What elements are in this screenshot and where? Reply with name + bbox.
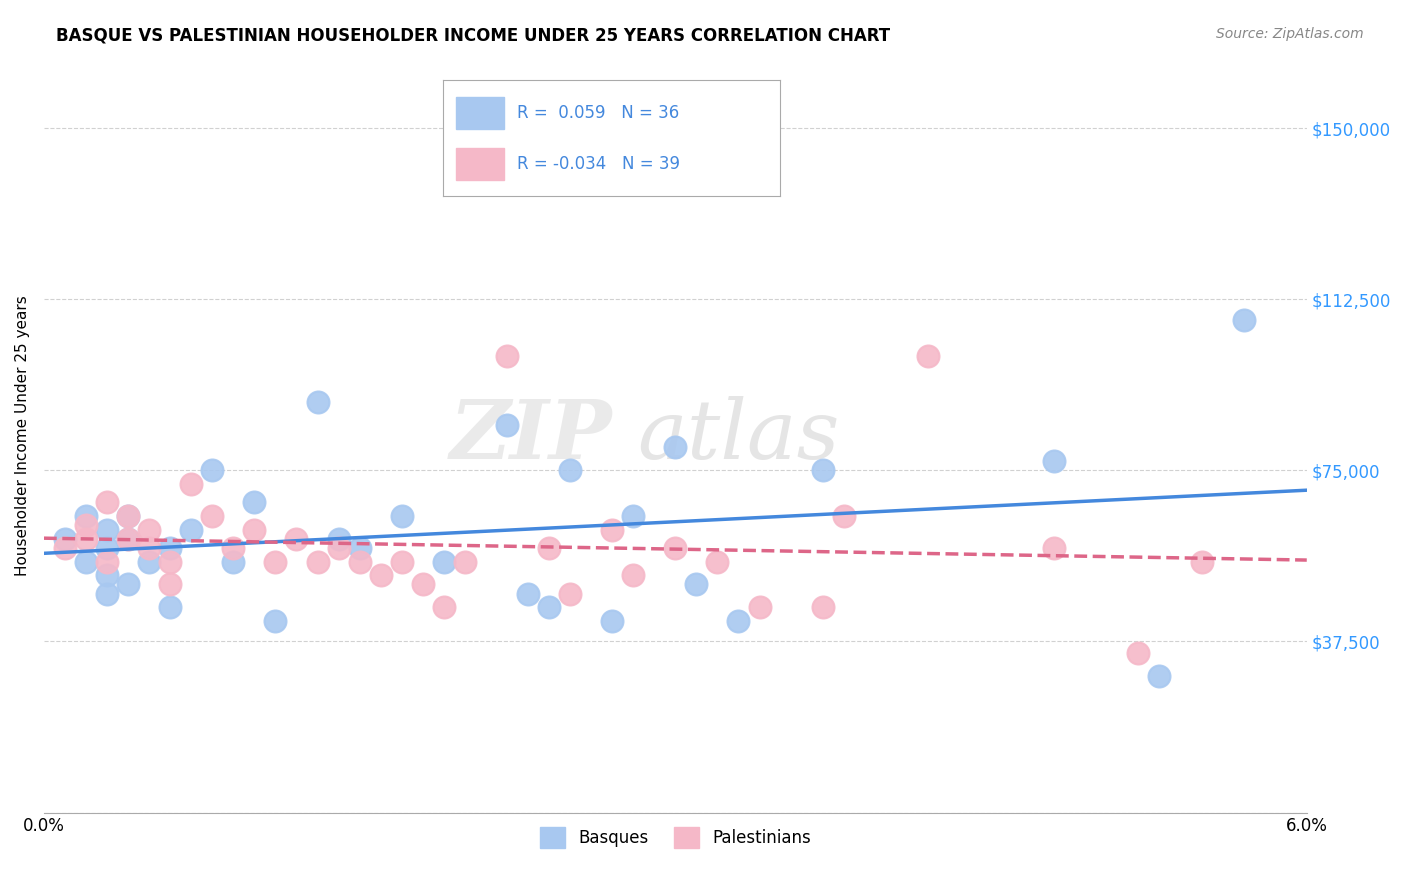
Point <box>159 600 181 615</box>
Point <box>264 614 287 628</box>
Point <box>201 463 224 477</box>
Point <box>159 555 181 569</box>
Point <box>917 349 939 363</box>
Point <box>75 532 97 546</box>
Point <box>621 508 644 523</box>
Point <box>1233 312 1256 326</box>
Point <box>75 555 97 569</box>
Point <box>664 441 686 455</box>
Point <box>391 555 413 569</box>
Point <box>811 600 834 615</box>
Point <box>517 586 540 600</box>
Point <box>558 463 581 477</box>
Point <box>117 508 139 523</box>
Point <box>433 600 456 615</box>
Point <box>96 541 118 555</box>
Point <box>307 555 329 569</box>
Point <box>496 349 519 363</box>
Point <box>96 495 118 509</box>
Point <box>664 541 686 555</box>
Point <box>727 614 749 628</box>
Point <box>370 568 392 582</box>
Point <box>75 508 97 523</box>
Text: Source: ZipAtlas.com: Source: ZipAtlas.com <box>1216 27 1364 41</box>
Point <box>391 508 413 523</box>
Point <box>222 555 245 569</box>
Point <box>117 508 139 523</box>
Point <box>1149 668 1171 682</box>
Point <box>117 532 139 546</box>
Point <box>454 555 477 569</box>
Point <box>138 541 160 555</box>
Point <box>685 577 707 591</box>
Point <box>201 508 224 523</box>
Point <box>349 541 371 555</box>
Point <box>243 523 266 537</box>
Point <box>53 532 76 546</box>
Point <box>159 541 181 555</box>
Point <box>349 555 371 569</box>
Text: BASQUE VS PALESTINIAN HOUSEHOLDER INCOME UNDER 25 YEARS CORRELATION CHART: BASQUE VS PALESTINIAN HOUSEHOLDER INCOME… <box>56 27 890 45</box>
FancyBboxPatch shape <box>457 96 503 129</box>
Point <box>621 568 644 582</box>
Text: ZIP: ZIP <box>450 396 612 476</box>
Point <box>264 555 287 569</box>
Point <box>96 586 118 600</box>
Point <box>328 541 350 555</box>
Point <box>1128 646 1150 660</box>
Point <box>537 600 560 615</box>
Point <box>706 555 728 569</box>
Point <box>600 523 623 537</box>
Point <box>117 577 139 591</box>
Point <box>412 577 434 591</box>
Point <box>138 523 160 537</box>
Y-axis label: Householder Income Under 25 years: Householder Income Under 25 years <box>15 296 30 576</box>
Point <box>811 463 834 477</box>
Point <box>537 541 560 555</box>
Point <box>117 532 139 546</box>
Point <box>180 477 202 491</box>
Point <box>307 395 329 409</box>
FancyBboxPatch shape <box>457 147 503 180</box>
Point <box>558 586 581 600</box>
Point <box>748 600 770 615</box>
Point <box>75 518 97 533</box>
Legend: Basques, Palestinians: Basques, Palestinians <box>523 811 827 864</box>
Point <box>53 541 76 555</box>
Point <box>1043 541 1066 555</box>
Text: R = -0.034   N = 39: R = -0.034 N = 39 <box>517 155 681 173</box>
Point <box>285 532 308 546</box>
Point <box>180 523 202 537</box>
Point <box>1043 454 1066 468</box>
Point <box>96 555 118 569</box>
Point <box>222 541 245 555</box>
Point <box>96 523 118 537</box>
Point <box>96 568 118 582</box>
Point <box>159 577 181 591</box>
Text: atlas: atlas <box>637 396 839 476</box>
Point <box>328 532 350 546</box>
Point <box>138 555 160 569</box>
Point <box>433 555 456 569</box>
Text: R =  0.059   N = 36: R = 0.059 N = 36 <box>517 103 679 121</box>
Point <box>1191 555 1213 569</box>
Point <box>832 508 855 523</box>
Point <box>496 417 519 432</box>
Point <box>600 614 623 628</box>
Point <box>243 495 266 509</box>
